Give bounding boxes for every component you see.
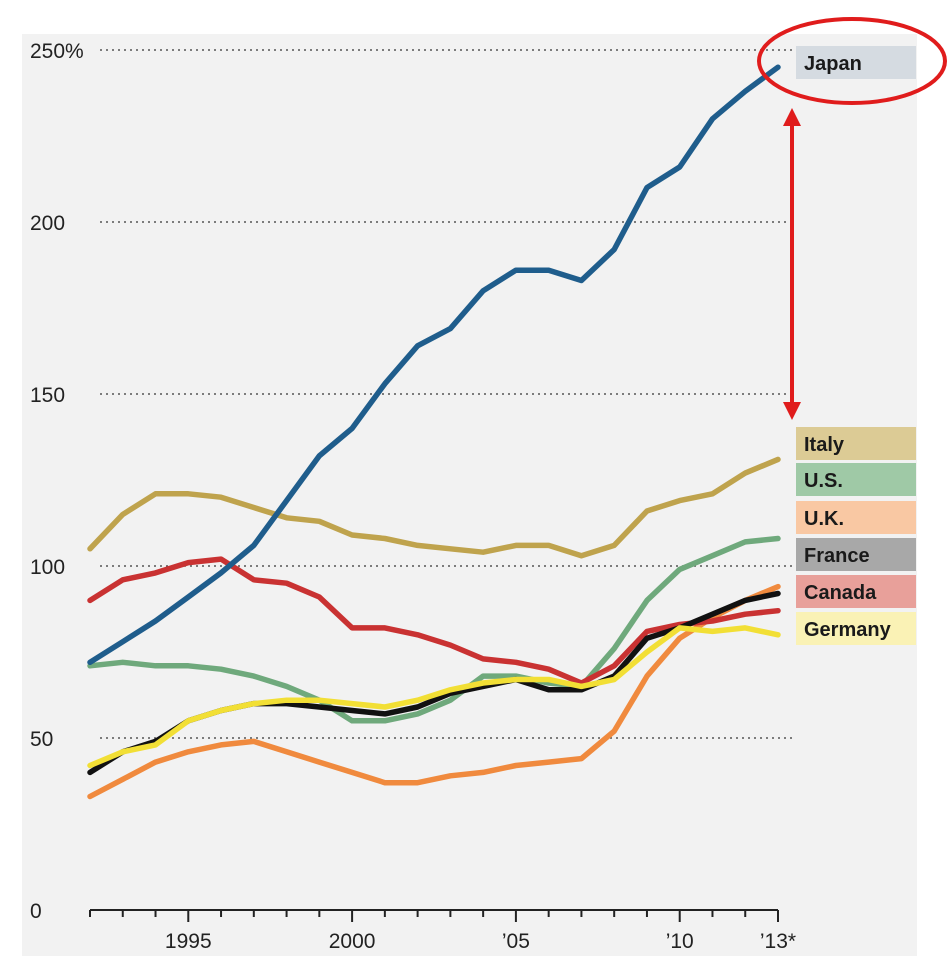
y-tick-label: 200 [30,212,65,235]
y-tick-label: 50 [30,728,53,751]
x-tick-label: 2000 [329,930,376,953]
legend-label-italy: Italy [804,434,845,456]
legend-label-japan: Japan [804,53,862,75]
series-line-us [87,535,781,724]
x-tick-label: ’05 [502,930,530,953]
y-axis-tick-labels: 0 50 100 150 200 250% [30,40,84,923]
arrow-head-up [783,108,801,126]
series-lines [87,64,781,800]
annotations [757,17,947,420]
legend-box-japan [796,46,916,79]
legend: Japan Italy U.S. U.K. France Canada Germany [796,46,916,645]
highlight-ellipse [757,17,947,105]
series-line-japan [87,64,781,666]
legend-box-uk [796,501,916,534]
x-tick-label: 1995 [165,930,212,953]
legend-box-france [796,538,916,571]
series-line-germany [87,625,781,769]
series-line-uk [87,583,781,800]
legend-label-uk: U.K. [804,508,844,530]
y-tick-label: 0 [30,900,42,923]
x-tick-label: ’10 [666,930,694,953]
y-tick-label: 250% [30,40,84,63]
legend-box-us [796,463,916,496]
legend-box-italy [796,427,916,460]
gridlines [100,49,795,739]
legend-label-germany: Germany [804,619,892,641]
series-line-italy [87,456,781,559]
legend-label-canada: Canada [804,582,877,604]
x-axis: 1995 2000 ’05 ’10 ’13* [89,909,796,953]
series-line-canada [87,556,781,686]
legend-box-germany [796,612,916,645]
legend-label-us: U.S. [804,470,843,492]
legend-label-france: France [804,545,870,567]
legend-box-canada [796,575,916,608]
y-tick-label: 100 [30,556,65,579]
arrow-head-down [783,402,801,420]
x-tick-label: ’13* [760,930,796,953]
y-tick-label: 150 [30,384,65,407]
